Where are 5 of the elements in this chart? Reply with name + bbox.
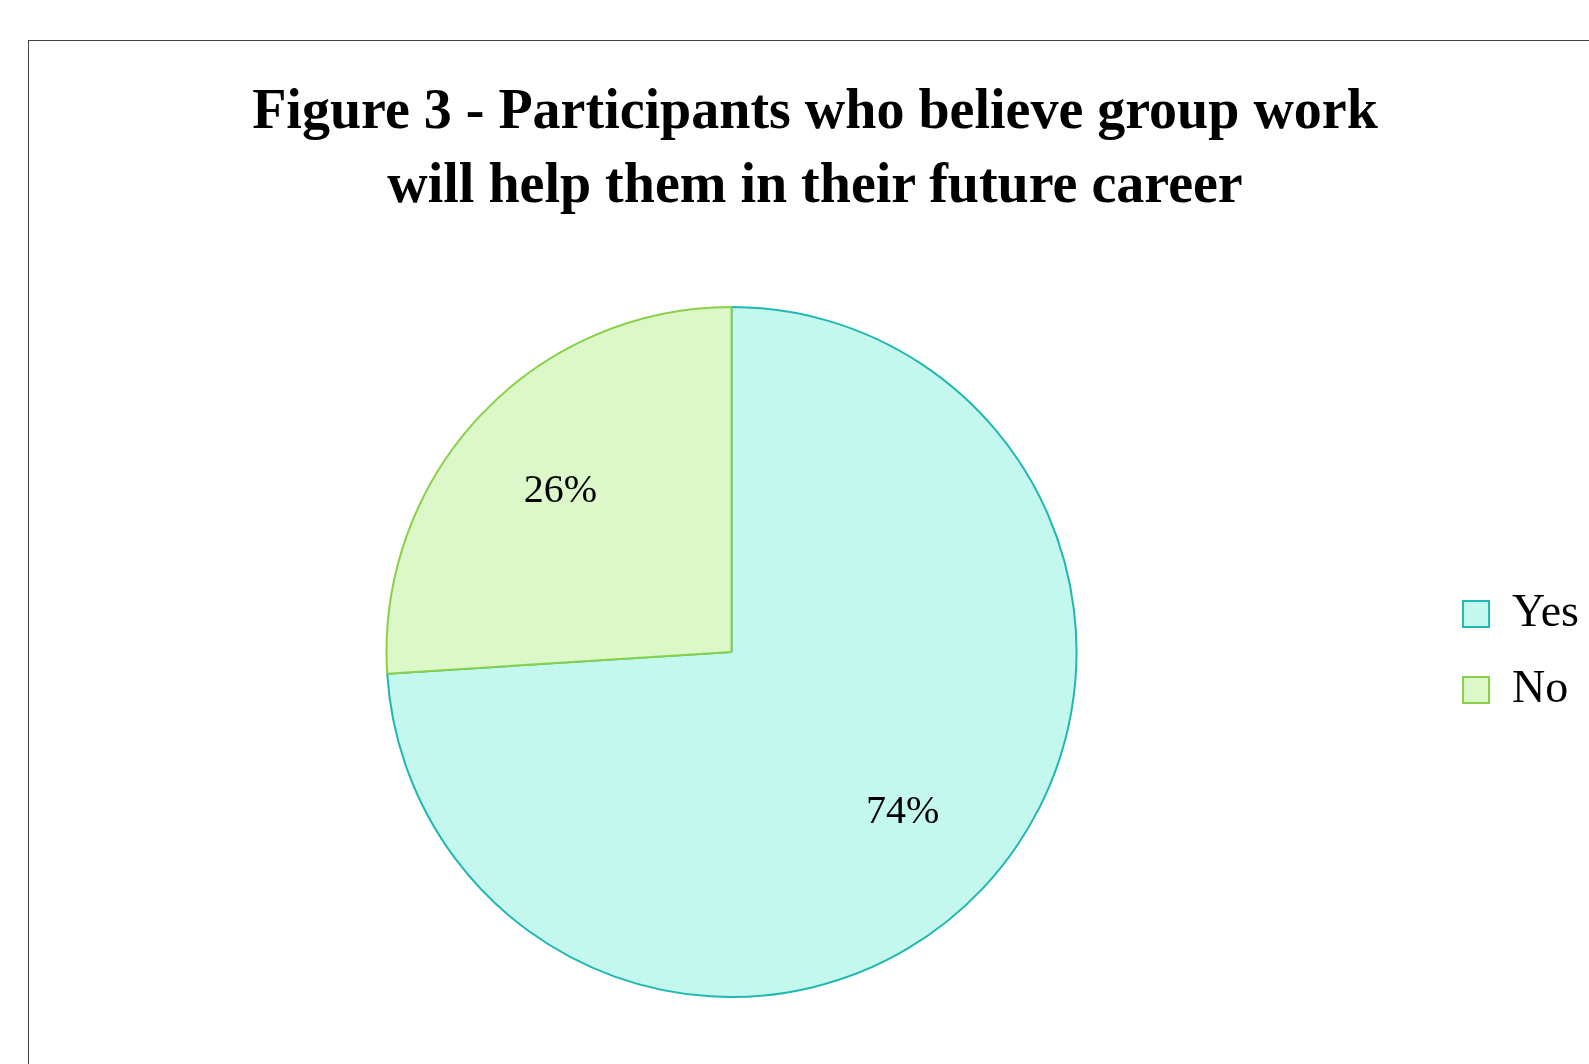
data-label: 26%: [523, 465, 598, 511]
chart-title: Figure 3 - Participants who believe group work will help them in their future career: [251, 77, 1379, 216]
data-label: 74%: [865, 787, 940, 833]
legend-label: Yes: [1512, 585, 1579, 637]
legend-label: No: [1512, 661, 1569, 713]
